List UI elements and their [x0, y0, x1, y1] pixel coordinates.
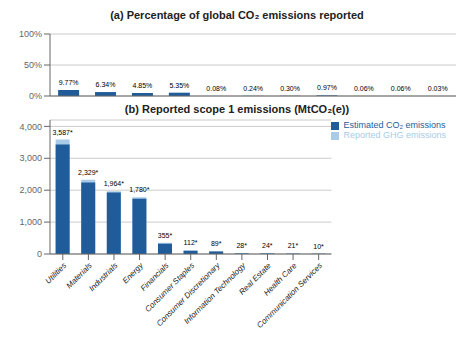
svg-text:3,000: 3,000 [19, 153, 42, 163]
svg-text:Health Care: Health Care [262, 261, 299, 298]
svg-text:28*: 28* [236, 242, 247, 249]
svg-text:9.77%: 9.77% [59, 79, 79, 86]
html-text:(b) Reported scope 1 emissions: (b) Reported scope 1 emissions (MtCO₂(e)… [124, 103, 350, 115]
svg-text:0.08%: 0.08% [206, 85, 226, 92]
svg-text:89*: 89* [211, 240, 222, 247]
svg-text:1,780*: 1,780* [129, 186, 150, 193]
svg-text:Industrials: Industrials [87, 261, 119, 293]
svg-text:50%: 50% [24, 60, 42, 70]
svg-text:0.30%: 0.30% [280, 85, 300, 92]
html-text:Reported GHG emissions: Reported GHG emissions [343, 130, 446, 140]
svg-text:Consumer Staples: Consumer Staples [143, 261, 197, 314]
svg-text:6.34%: 6.34% [96, 81, 116, 88]
svg-text:Consumer Discretionary: Consumer Discretionary [154, 261, 222, 329]
svg-text:Energy: Energy [121, 260, 146, 285]
svg-text:21*: 21* [288, 242, 299, 249]
svg-text:10*: 10* [313, 243, 324, 250]
svg-text:0.06%: 0.06% [391, 85, 411, 92]
svg-text:100%: 100% [19, 29, 42, 39]
svg-text:5.35%: 5.35% [169, 82, 189, 89]
svg-text:0.06%: 0.06% [354, 85, 374, 92]
svg-text:2,000: 2,000 [19, 185, 42, 195]
svg-text:Materials: Materials [64, 261, 94, 291]
html-text:(a) Percentage of global CO₂ e: (a) Percentage of global CO₂ emissions r… [110, 9, 364, 21]
svg-text:Communication Services: Communication Services [255, 261, 324, 330]
svg-text:4,000: 4,000 [19, 122, 42, 132]
svg-text:355*: 355* [158, 232, 173, 239]
svg-text:Real Estate: Real Estate [237, 261, 273, 297]
svg-text:Utilities: Utilities [44, 261, 69, 286]
svg-text:0.97%: 0.97% [317, 84, 337, 91]
svg-text:1,964*: 1,964* [104, 180, 125, 187]
html-text:Estimated CO₂ emissions: Estimated CO₂ emissions [343, 120, 446, 130]
svg-text:112*: 112* [184, 239, 198, 246]
svg-text:1,000: 1,000 [19, 217, 42, 227]
svg-text:4.85%: 4.85% [133, 82, 153, 89]
svg-text:3,587*: 3,587* [53, 129, 74, 136]
svg-text:2,329*: 2,329* [78, 169, 99, 176]
svg-text:0: 0 [37, 249, 42, 259]
svg-text:Financials: Financials [138, 261, 171, 293]
svg-text:0%: 0% [29, 91, 42, 101]
svg-text:0.24%: 0.24% [243, 85, 263, 92]
svg-text:Information Technology: Information Technology [182, 260, 248, 326]
svg-text:24*: 24* [262, 242, 273, 249]
svg-text:0.03%: 0.03% [428, 85, 448, 92]
